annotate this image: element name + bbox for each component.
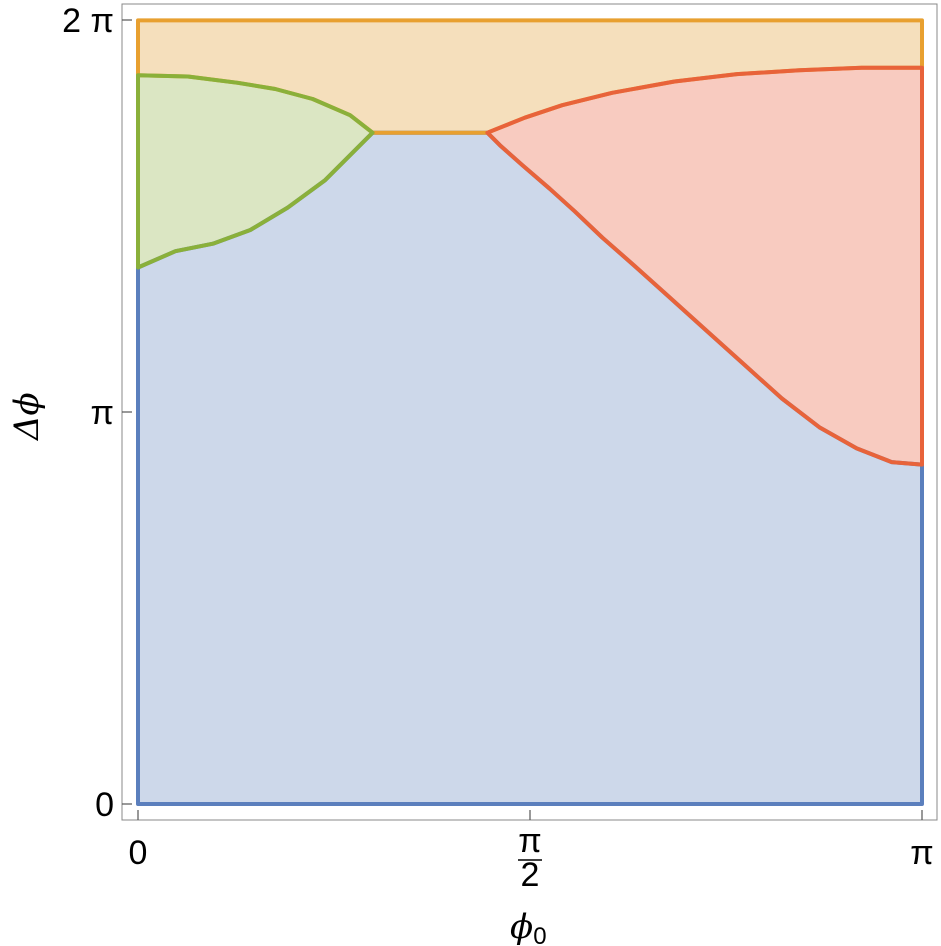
y-axis-title: Δϕ	[7, 392, 47, 442]
region-2-border	[136, 73, 375, 270]
region-0-fill	[138, 132, 922, 804]
x-axis-title: ϕ0	[510, 907, 547, 946]
region-3-border	[485, 65, 924, 467]
y-tick-label-1: π	[91, 394, 114, 432]
region-1-fill	[138, 20, 922, 133]
region-3-fill	[487, 67, 922, 465]
tick-layer	[122, 19, 923, 820]
x-tick-label-1-denominator: 2	[521, 856, 540, 894]
border-layer	[136, 18, 924, 806]
x-tick-label-1-numerator: π	[518, 822, 541, 860]
y-tick-label-0: 0	[95, 786, 114, 824]
x-tick-label-2: π	[910, 834, 933, 872]
x-tick-label-0: 0	[129, 834, 148, 872]
y-tick-label-2: 2 π	[62, 2, 114, 40]
region-layer	[138, 20, 922, 804]
region-2-fill	[138, 75, 373, 268]
